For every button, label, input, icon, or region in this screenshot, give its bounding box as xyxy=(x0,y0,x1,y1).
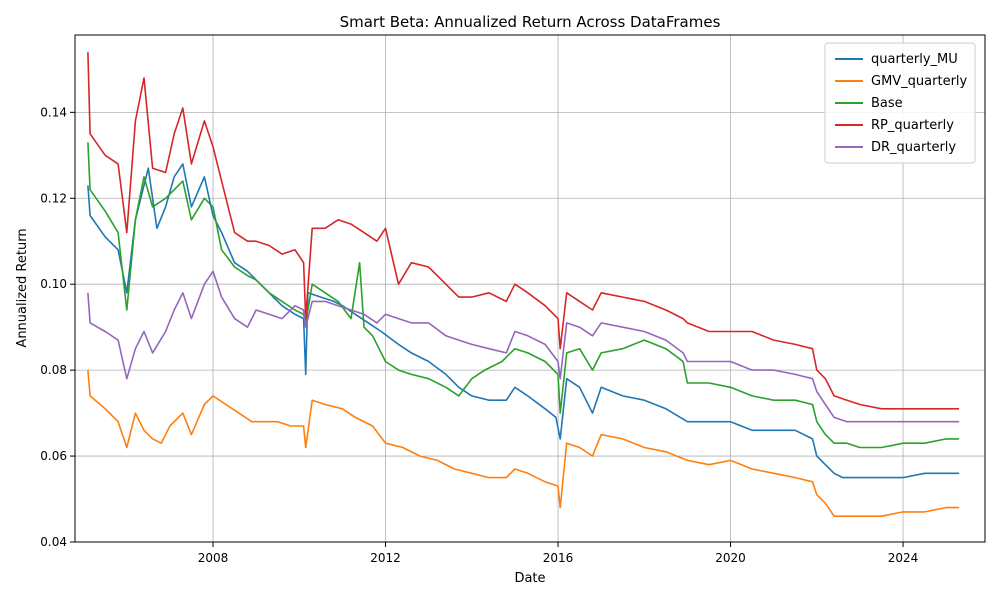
y-axis-label: Annualized Return xyxy=(15,228,30,347)
legend: quarterly_MU GMV_quarterly Base RP_quarterl… xyxy=(824,42,976,164)
legend-box xyxy=(824,42,976,164)
x-tick-label: 2016 xyxy=(543,551,574,565)
x-tick-label: 2012 xyxy=(370,551,401,565)
legend-entry: GMV_quarterly xyxy=(871,74,968,89)
y-tick-label: 0.04 xyxy=(40,535,67,549)
axis-ticks: 2008 2012 2016 2020 2024 0.04 0.06 0.08 0.10 0.12… xyxy=(40,105,918,565)
y-tick-label: 0.08 xyxy=(40,363,67,377)
series-line-GMV_quarterly xyxy=(87,370,960,517)
series-line-Base xyxy=(87,142,960,449)
y-tick-label: 0.10 xyxy=(40,277,67,291)
series-line-RP_quarterly xyxy=(87,52,960,410)
legend-entry: Base xyxy=(871,96,903,111)
y-tick-label: 0.06 xyxy=(40,449,67,463)
chart-title: Smart Beta: Annualized Return Across Dat… xyxy=(340,13,721,31)
legend-entry: RP_quarterly xyxy=(871,118,954,133)
legend-entry: quarterly_MU xyxy=(871,52,958,67)
y-tick-label: 0.12 xyxy=(40,191,67,205)
series-line-DR_quarterly xyxy=(87,270,960,423)
x-tick-label: 2024 xyxy=(888,551,919,565)
plot-frame xyxy=(74,34,986,543)
legend-entry: DR_quarterly xyxy=(871,140,956,155)
x-tick-label: 2020 xyxy=(715,551,746,565)
series-lines xyxy=(87,52,960,517)
x-axis-label: Date xyxy=(514,571,545,586)
series-line-quarterly_MU xyxy=(87,163,960,479)
y-tick-label: 0.14 xyxy=(40,105,67,119)
x-tick-label: 2008 xyxy=(198,551,229,565)
